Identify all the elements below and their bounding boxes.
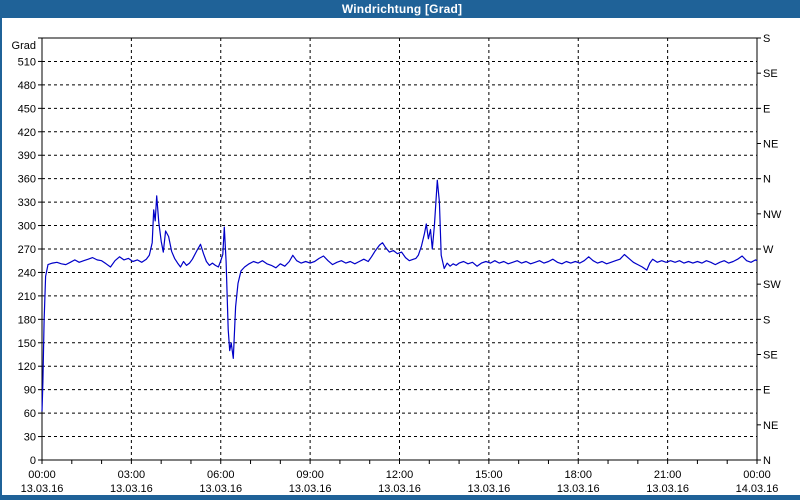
tick-label: 330 <box>18 197 36 209</box>
tick-label: 13.03.16 <box>378 483 421 495</box>
tick-label: 15:00 <box>475 469 503 481</box>
y-axis-left-labels: 0 30 60 90 120 150 180 210 240 270 300 330 360 390 420… <box>12 40 36 467</box>
tick-label: 03:00 <box>118 469 146 481</box>
tick-label: 13.03.16 <box>110 483 153 495</box>
tick-label: S <box>763 33 770 45</box>
tick-label: 360 <box>18 174 36 186</box>
tick-label: 00:00 <box>743 469 771 481</box>
tick-label: 18:00 <box>564 469 592 481</box>
tick-label: N <box>763 174 771 186</box>
tick-label: 00:00 <box>28 469 56 481</box>
tick-label: N <box>763 455 771 467</box>
tick-label: NW <box>763 209 782 221</box>
tick-label: 450 <box>18 103 36 115</box>
series-line-windrichtung <box>41 179 758 412</box>
tick-label: 13.03.16 <box>21 483 64 495</box>
tick-label: 270 <box>18 244 36 256</box>
window-title: Windrichtung [Grad] <box>341 2 463 16</box>
y-axis-right-labels: N NE E SE S SW W NW N NE E SE S <box>763 33 782 467</box>
x-axis-labels: 00:00 13.03.16 03:00 13.03.16 06:00 13.03.16 0… <box>21 469 779 495</box>
tick-label: 12:00 <box>386 469 414 481</box>
tick-label: 13.03.16 <box>557 483 600 495</box>
tick-label: 13.03.16 <box>646 483 689 495</box>
tick-label: 09:00 <box>296 469 324 481</box>
tick-label: NE <box>763 139 778 151</box>
tick-label: 480 <box>18 80 36 92</box>
tick-label: S <box>763 314 770 326</box>
tick-label: 210 <box>18 291 36 303</box>
tick-label: 13.03.16 <box>199 483 242 495</box>
tick-label: 13.03.16 <box>467 483 510 495</box>
tick-label: 30 <box>24 432 36 444</box>
y-axis-title: Grad <box>12 40 36 52</box>
tick-label: NE <box>763 420 778 432</box>
tick-label: 0 <box>30 455 36 467</box>
grid-lines <box>42 38 757 460</box>
axis-ticks <box>38 37 761 464</box>
tick-label: E <box>763 385 770 397</box>
title-bar: Windrichtung [Grad] <box>2 0 800 18</box>
tick-label: 300 <box>18 221 36 233</box>
tick-label: SE <box>763 350 778 362</box>
tick-label: 90 <box>24 385 36 397</box>
tick-label: 420 <box>18 127 36 139</box>
tick-label: 150 <box>18 338 36 350</box>
tick-label: 510 <box>18 56 36 68</box>
tick-label: 180 <box>18 314 36 326</box>
tick-label: 13.03.16 <box>289 483 332 495</box>
tick-label: 120 <box>18 361 36 373</box>
tick-label: W <box>763 244 774 256</box>
tick-label: E <box>763 103 770 115</box>
tick-label: 06:00 <box>207 469 235 481</box>
tick-label: 390 <box>18 150 36 162</box>
tick-label: SW <box>763 279 781 291</box>
tick-label: 21:00 <box>654 469 682 481</box>
wind-direction-chart: 0 30 60 90 120 150 180 210 240 270 300 330 360 390 420… <box>12 33 782 495</box>
tick-label: SE <box>763 68 778 80</box>
tick-label: 240 <box>18 267 36 279</box>
tick-label: 60 <box>24 408 36 420</box>
chart-area: 0 30 60 90 120 150 180 210 240 270 300 330 360 390 420… <box>4 18 800 495</box>
tick-label: 14.03.16 <box>736 483 779 495</box>
